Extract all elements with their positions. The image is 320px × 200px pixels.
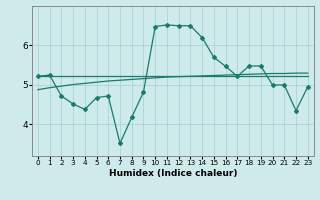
X-axis label: Humidex (Indice chaleur): Humidex (Indice chaleur): [108, 169, 237, 178]
